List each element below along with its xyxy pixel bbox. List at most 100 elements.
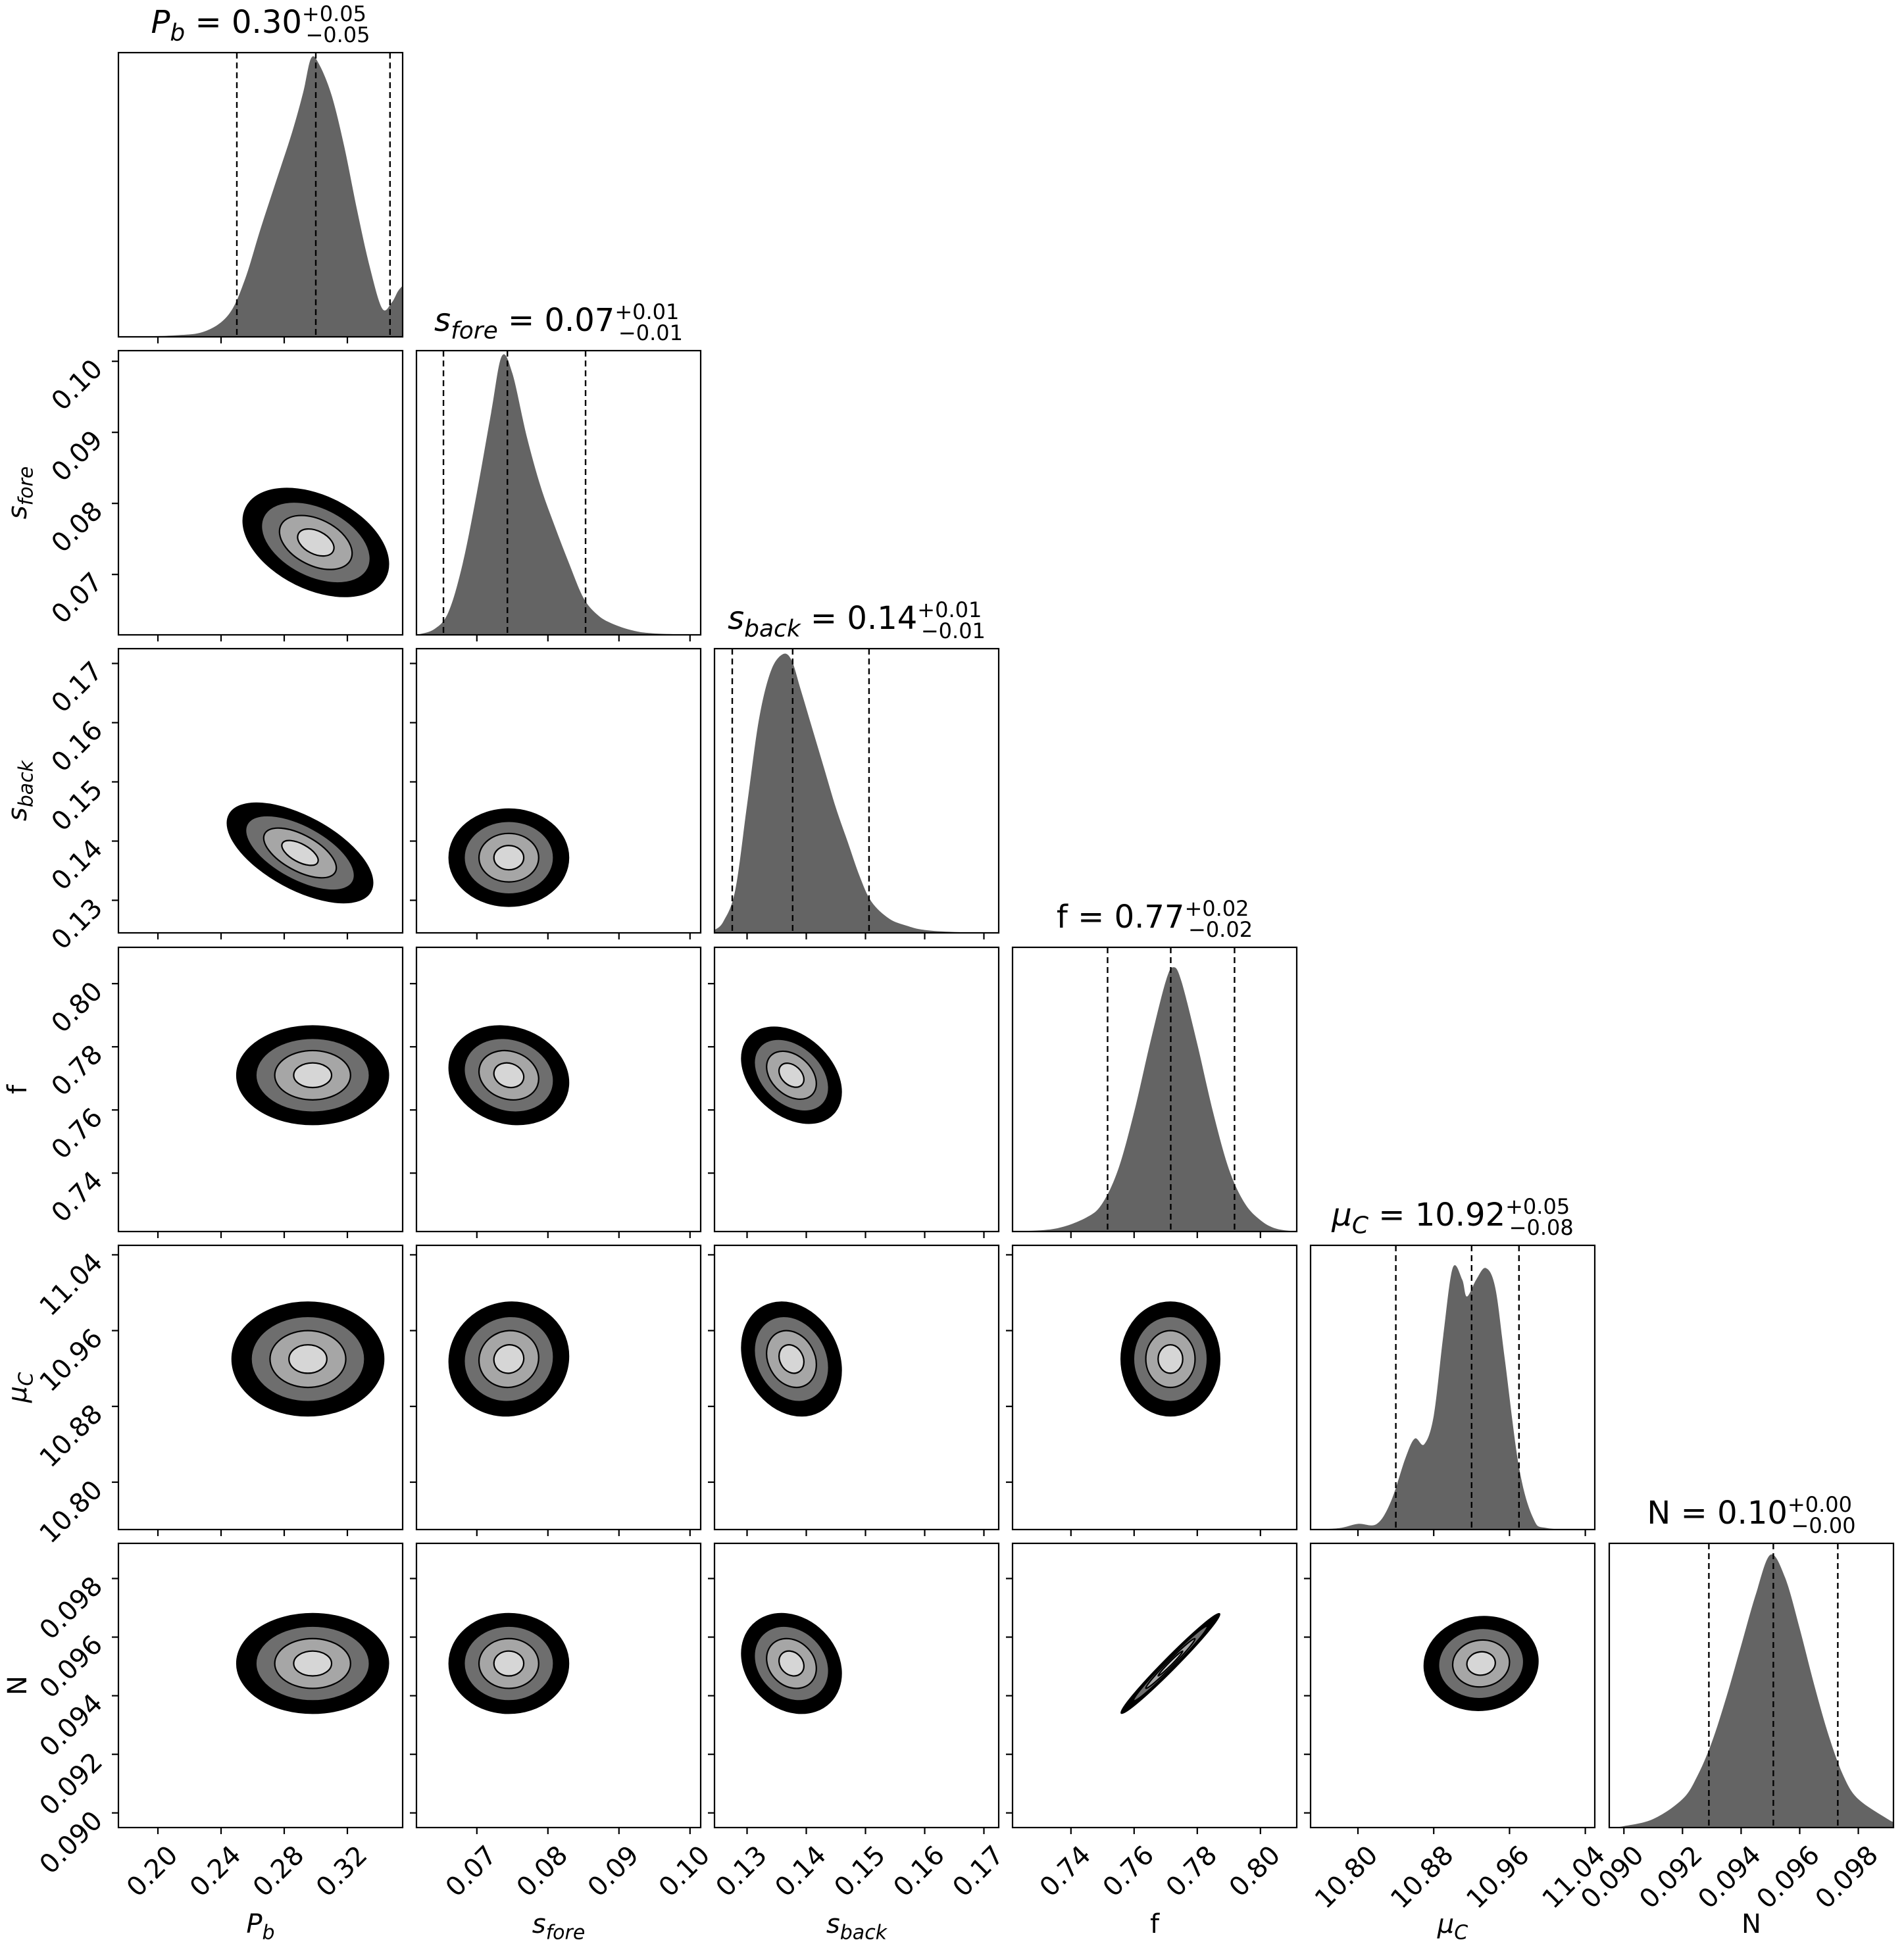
symbol: μ (3, 1386, 33, 1403)
histogram-sfore (416, 354, 701, 635)
contour-pb-vs-sfore (117, 349, 404, 636)
contour-level-1 (493, 1650, 525, 1677)
panel-frame (117, 1244, 404, 1531)
symbol: f (1150, 1909, 1160, 1939)
panel-frame (117, 51, 404, 338)
x-tick-label: 0.24 (184, 1840, 247, 1903)
ticks-2-1 (410, 662, 691, 939)
ticks-5-3 (1006, 1578, 1261, 1834)
panel-frame (713, 1244, 1000, 1531)
contour-pb-vs-sback (117, 647, 404, 934)
x-tick-label: 10.88 (1385, 1840, 1460, 1915)
panel-frame (117, 349, 404, 636)
marginal-sfore: sfore = 0.07+0.01 −0.01 (415, 299, 702, 636)
ticks-3-0 (112, 983, 349, 1238)
contour-level-1 (778, 1650, 805, 1677)
ticks-4-0 (112, 1254, 349, 1536)
symbol: s (3, 807, 33, 821)
title-n: N = 0.10+0.00 −0.00 (1647, 1492, 1855, 1538)
upper-error: +0.00 (1788, 1492, 1852, 1517)
x-tick-label: 0.16 (888, 1840, 951, 1903)
subscript: fore (15, 466, 38, 506)
contour-sback-vs-n (713, 1542, 1000, 1829)
x-tick-label: 0.09 (582, 1840, 645, 1903)
marginal-f: f = 0.77+0.02 −0.02 (1011, 896, 1298, 1233)
contour-sfore-vs-sback (415, 647, 702, 934)
contour-level-1 (493, 1062, 525, 1089)
x-tick-label: 0.74 (1034, 1840, 1097, 1903)
title-f: f = 0.77+0.02 −0.02 (1057, 896, 1253, 942)
contour-sfore-vs-muc (415, 1244, 702, 1531)
ticks-4-3 (1006, 1254, 1261, 1536)
panel-frame (713, 1542, 1000, 1829)
y-tick-label: 0.10 (46, 354, 109, 417)
contour-sback-vs-muc (713, 1244, 1000, 1531)
x-tick-label: 0.78 (1161, 1840, 1224, 1903)
symbol: N (3, 1676, 33, 1695)
x-tick-label: 0.17 (947, 1840, 1010, 1903)
subscript: back (840, 1922, 888, 1944)
symbol: s (3, 505, 33, 519)
y-tick-label: 0.17 (46, 656, 109, 719)
symbol: P (151, 4, 170, 41)
subscript: fore (451, 318, 498, 345)
x-axis-f: 0.74 0.76 0.78 0.80 f (1034, 1840, 1287, 1939)
symbol: s (728, 600, 744, 637)
contour-level-1 (281, 839, 319, 866)
y-tick-label: 10.96 (34, 1323, 109, 1398)
subscript: fore (546, 1922, 586, 1944)
y-axis-label-muc: μC (3, 1372, 38, 1403)
ticks-1-1 (476, 635, 691, 641)
ticks-5-2 (708, 1578, 985, 1834)
ticks-4-4 (1357, 1530, 1586, 1536)
x-tick-label: 0.20 (121, 1840, 184, 1903)
lower-error: −0.08 (1509, 1215, 1574, 1240)
y-tick-label: 0.74 (46, 1166, 109, 1229)
y-tick-label: 0.76 (46, 1103, 109, 1166)
ticks-2-2 (746, 933, 985, 939)
value: = 10.92 (1368, 1197, 1505, 1234)
panel-frame (713, 946, 1000, 1233)
ticks-3-2 (708, 983, 985, 1238)
y-tick-label: 0.08 (46, 496, 109, 559)
panel-frame (415, 349, 702, 636)
title-sback: sback = 0.14+0.01 −0.01 (728, 597, 986, 643)
contour-level-1 (297, 528, 335, 557)
ticks-4-1 (410, 1254, 691, 1536)
y-tick-label: 0.16 (46, 715, 109, 778)
symbol: μ (1437, 1909, 1454, 1939)
subscript: C (1352, 1212, 1369, 1239)
y-tick-label: 0.094 (34, 1688, 109, 1763)
y-tick-label: 10.88 (34, 1399, 109, 1474)
x-axis-pb: 0.20 0.24 0.28 0.32 Pb (121, 1840, 374, 1944)
ticks-5-0 (112, 1578, 349, 1834)
lower-error: −0.02 (1188, 917, 1253, 942)
lower-error: −0.00 (1791, 1513, 1856, 1538)
contour-level-1 (493, 845, 525, 871)
y-axis-label-f: f (3, 1084, 33, 1094)
upper-error: +0.05 (302, 1, 366, 26)
x-axis-label-f: f (1150, 1909, 1160, 1939)
title-sfore: sfore = 0.07+0.01 −0.01 (434, 299, 683, 345)
panel-frame (117, 946, 404, 1233)
title-muc: μC = 10.92+0.05 −0.08 (1331, 1194, 1573, 1240)
contour-level-1 (1157, 1344, 1184, 1374)
y-tick-label: 0.07 (46, 567, 109, 630)
x-tick-label: 0.094 (1692, 1840, 1767, 1915)
contour-sfore-vs-f (415, 946, 702, 1233)
x-tick-label: 0.32 (311, 1840, 374, 1903)
y-tick-label: 0.15 (46, 774, 109, 837)
x-tick-label: 0.13 (710, 1840, 773, 1903)
contour-level-1 (778, 1344, 805, 1374)
x-axis-label-n: N (1741, 1909, 1761, 1939)
histogram-sback (714, 653, 999, 933)
lower-error: −0.05 (305, 22, 370, 47)
contour-pb-vs-muc (117, 1244, 404, 1531)
value: = 0.30 (185, 4, 302, 41)
x-axis-label-pb: Pb (246, 1909, 274, 1944)
x-axis-sback: 0.130.140.150.160.17 sback (710, 1840, 1010, 1944)
y-axis-label-sfore: sfore (3, 466, 38, 520)
